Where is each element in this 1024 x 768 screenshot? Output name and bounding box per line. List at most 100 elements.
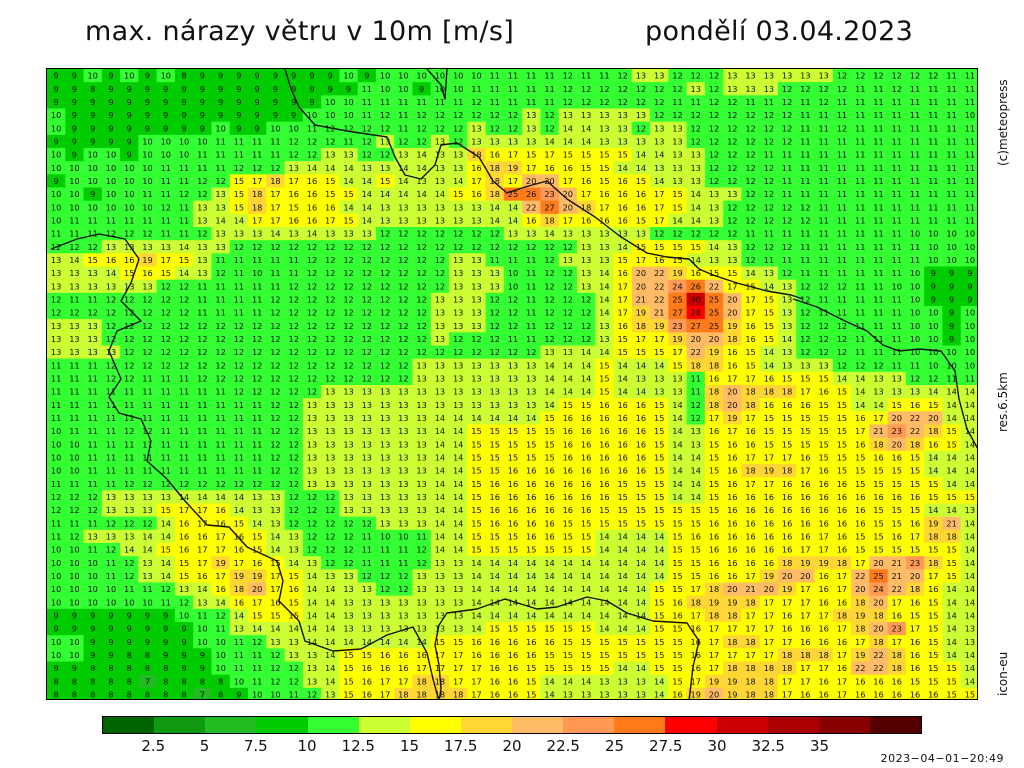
- gust-value-label: 12: [215, 373, 225, 383]
- gust-cell: [723, 69, 743, 83]
- gust-value-label: 12: [544, 321, 554, 331]
- gust-value-label: 12: [362, 136, 372, 146]
- gust-value-label: 12: [69, 505, 79, 515]
- gust-value-label: 8: [72, 689, 77, 699]
- gust-value-label: 12: [745, 123, 755, 133]
- gust-value-label: 12: [270, 242, 280, 252]
- gust-value-label: 12: [709, 163, 719, 173]
- gust-value-label: 16: [490, 518, 500, 528]
- gust-value-label: 12: [416, 255, 426, 265]
- gust-value-label: 12: [416, 242, 426, 252]
- gust-value-label: 16: [837, 479, 847, 489]
- gust-value-label: 10: [106, 189, 116, 199]
- gust-value-label: 13: [416, 215, 426, 225]
- gust-value-label: 11: [855, 123, 865, 133]
- gust-value-label: 17: [764, 597, 774, 607]
- gust-value-label: 16: [398, 663, 408, 673]
- gust-value-label: 12: [745, 189, 755, 199]
- gust-value-label: 11: [215, 294, 225, 304]
- gust-value-label: 16: [928, 439, 938, 449]
- gust-value-label: 9: [163, 624, 168, 634]
- gust-value-label: 12: [563, 268, 573, 278]
- gust-value-label: 16: [581, 439, 591, 449]
- gust-value-label: 10: [398, 71, 408, 81]
- gust-value-label: 13: [672, 373, 682, 383]
- gust-value-label: 14: [325, 663, 335, 673]
- gust-value-label: 12: [270, 452, 280, 462]
- gust-value-label: 17: [654, 189, 664, 199]
- gust-value-label: 17: [837, 584, 847, 594]
- gust-value-label: 11: [234, 452, 244, 462]
- gust-value-label: 15: [946, 663, 956, 673]
- gust-value-label: 15: [490, 452, 500, 462]
- legend-swatch: [614, 717, 666, 733]
- gust-value-label: 13: [106, 492, 116, 502]
- gust-value-label: 10: [197, 637, 207, 647]
- gust-value-label: 11: [106, 439, 116, 449]
- gust-value-label: 16: [490, 150, 500, 160]
- gust-value-label: 11: [362, 97, 372, 107]
- gust-value-label: 13: [380, 413, 390, 423]
- gust-value-label: 14: [581, 387, 591, 397]
- gust-value-label: 12: [800, 321, 810, 331]
- gust-cell: [485, 82, 505, 96]
- gust-value-label: 12: [234, 360, 244, 370]
- gust-cell: [595, 69, 615, 83]
- gust-value-label: 13: [490, 360, 500, 370]
- gust-value-label: 15: [234, 518, 244, 528]
- gust-cell: [485, 69, 505, 83]
- gust-cell: [595, 95, 615, 110]
- gust-value-label: 11: [855, 189, 865, 199]
- gust-value-label: 12: [270, 321, 280, 331]
- gust-value-label: 11: [910, 150, 920, 160]
- gust-value-label: 11: [892, 163, 902, 173]
- gust-value-label: 12: [288, 347, 298, 357]
- gust-value-label: 10: [51, 452, 61, 462]
- gust-value-label: 14: [672, 215, 682, 225]
- gust-value-label: 16: [617, 466, 627, 476]
- gust-value-label: 13: [197, 202, 207, 212]
- gust-value-label: 12: [691, 110, 701, 120]
- gust-cell: [321, 95, 340, 110]
- gust-value-label: 11: [179, 229, 189, 239]
- gust-value-label: 15: [581, 545, 591, 555]
- gust-value-label: 13: [106, 281, 116, 291]
- gust-value-label: 9: [90, 189, 95, 199]
- gust-value-label: 11: [946, 84, 956, 94]
- gust-value-label: 13: [471, 321, 481, 331]
- gust-value-label: 12: [818, 97, 828, 107]
- gust-value-label: 9: [967, 268, 972, 278]
- gust-value-label: 8: [72, 676, 77, 686]
- gust-value-label: 13: [581, 281, 591, 291]
- gust-value-label: 10: [946, 229, 956, 239]
- gust-value-label: 12: [654, 97, 664, 107]
- gust-value-label: 16: [764, 373, 774, 383]
- gust-value-label: 16: [490, 505, 500, 515]
- gust-value-label: 12: [563, 97, 573, 107]
- gust-value-label: 14: [490, 215, 500, 225]
- gust-value-label: 11: [106, 426, 116, 436]
- gust-value-label: 12: [307, 294, 317, 304]
- gust-value-label: 10: [51, 110, 61, 120]
- gust-value-label: 13: [691, 150, 701, 160]
- gust-value-label: 9: [273, 71, 278, 81]
- gust-value-label: 26: [691, 281, 701, 291]
- gust-value-label: 11: [873, 294, 883, 304]
- gust-value-label: 15: [526, 676, 536, 686]
- gust-value-label: 12: [398, 571, 408, 581]
- gust-value-label: 13: [142, 558, 152, 568]
- gust-value-label: 12: [709, 110, 719, 120]
- wind-gust-map[interactable]: 9 9 10 9 10 9 10 8 9 9 9 9 9 9 9 9 10 9 10 10 10 10 10 10 11 11 11…: [46, 68, 978, 700]
- gust-value-label: 16: [526, 531, 536, 541]
- gust-value-label: 18: [453, 689, 463, 699]
- gust-value-label: 11: [946, 189, 956, 199]
- gust-value-label: 15: [471, 531, 481, 541]
- gust-value-label: 11: [892, 136, 902, 146]
- gust-value-label: 15: [563, 663, 573, 673]
- gust-value-label: 12: [270, 294, 280, 304]
- gust-value-label: 13: [307, 663, 317, 673]
- gust-value-label: 13: [617, 123, 627, 133]
- gust-value-label: 14: [380, 189, 390, 199]
- gust-value-label: 9: [236, 110, 241, 120]
- gust-value-label: 9: [163, 610, 168, 620]
